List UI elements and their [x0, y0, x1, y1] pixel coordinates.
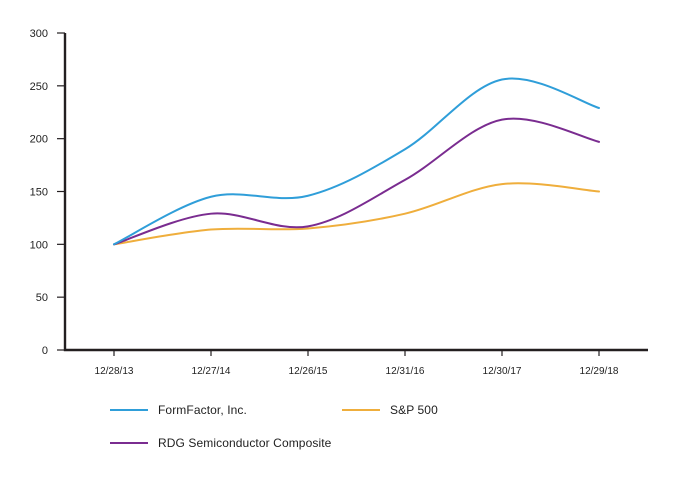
y-axis-tick-label: 250 [30, 81, 48, 93]
y-axis-tick-label: 150 [30, 187, 48, 199]
x-axis-tick-label: 12/26/15 [289, 366, 328, 377]
legend-item-formfactor: FormFactor, Inc. [110, 402, 247, 418]
axes [63, 33, 648, 352]
y-axis-tick-label: 0 [42, 345, 48, 357]
rdg-semiconductor-line-swatch [110, 442, 148, 444]
formfactor-line-swatch [110, 409, 148, 411]
y-axis-tick-label: 300 [30, 28, 48, 40]
x-axis-tick-label: 12/27/14 [192, 366, 231, 377]
y-axis-tick-label: 200 [30, 134, 48, 146]
legend-item-sp500: S&P 500 [342, 402, 438, 418]
series-line-rdg-semiconductor-composite [113, 117, 600, 246]
legend-label-sp500: S&P 500 [390, 403, 438, 417]
x-axis-tick-label: 12/30/17 [483, 366, 522, 377]
series-line-formfactor-inc [113, 77, 600, 246]
legend-item-rdg-semiconductor: RDG Semiconductor Composite [110, 435, 331, 451]
series-line-s-p-500 [113, 182, 600, 246]
y-axis-tick-label: 100 [30, 239, 48, 251]
x-axis-tick-label: 12/31/16 [386, 366, 425, 377]
x-axis-tick-label: 12/29/18 [580, 366, 619, 377]
sp500-line-swatch [342, 409, 380, 411]
legend-label-formfactor: FormFactor, Inc. [158, 403, 247, 417]
x-axis-tick-label: 12/28/13 [95, 366, 134, 377]
legend-label-rdg-semiconductor: RDG Semiconductor Composite [158, 436, 332, 450]
y-axis-tick-label: 50 [36, 292, 48, 304]
